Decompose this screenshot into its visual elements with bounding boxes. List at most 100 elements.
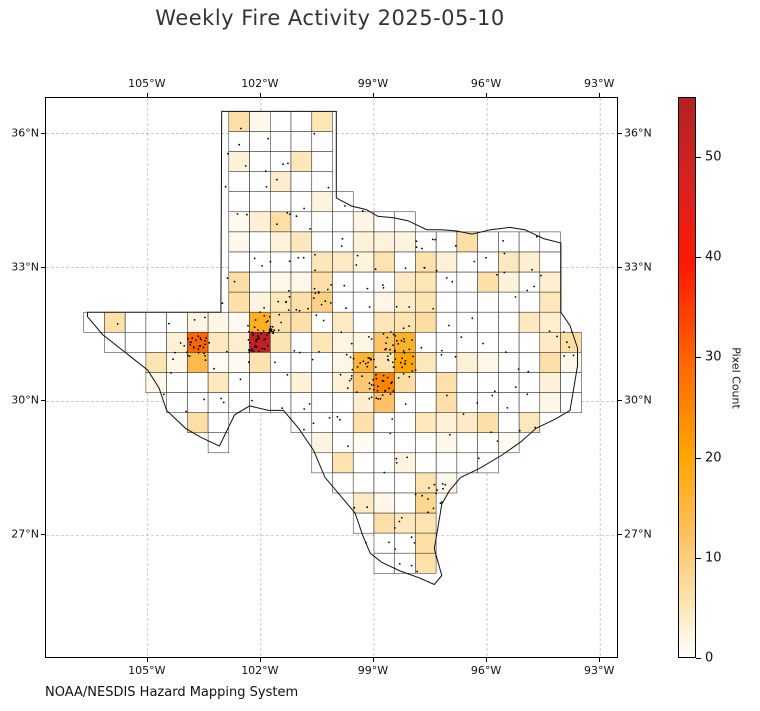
county[interactable] [270, 211, 292, 233]
county[interactable] [373, 412, 395, 433]
county[interactable] [270, 392, 292, 413]
county[interactable] [290, 111, 312, 132]
county[interactable] [352, 372, 375, 393]
county[interactable] [228, 291, 250, 313]
county[interactable] [539, 311, 561, 333]
county[interactable] [270, 191, 292, 213]
county[interactable] [394, 452, 416, 474]
county[interactable] [477, 372, 499, 393]
county[interactable] [435, 271, 458, 293]
county[interactable] [518, 392, 541, 413]
county[interactable] [415, 432, 437, 454]
county[interactable] [518, 352, 541, 373]
county[interactable] [518, 251, 541, 273]
county[interactable] [290, 271, 312, 293]
county[interactable] [207, 372, 230, 393]
county[interactable] [83, 311, 105, 333]
county[interactable] [435, 251, 458, 273]
county[interactable] [228, 311, 250, 333]
county[interactable] [249, 311, 271, 333]
county[interactable] [311, 392, 333, 413]
county[interactable] [435, 231, 458, 253]
county[interactable] [332, 432, 354, 454]
county[interactable] [332, 412, 354, 433]
county[interactable] [249, 151, 271, 172]
county[interactable] [332, 211, 354, 233]
county[interactable] [311, 352, 333, 373]
county[interactable] [518, 412, 541, 433]
county[interactable] [498, 332, 520, 353]
county[interactable] [456, 372, 478, 393]
county[interactable] [332, 311, 354, 333]
county[interactable] [311, 131, 333, 152]
county[interactable] [373, 452, 395, 474]
county[interactable] [415, 512, 437, 534]
county[interactable] [498, 412, 520, 433]
county[interactable] [187, 311, 209, 333]
county[interactable] [498, 311, 520, 333]
county[interactable] [145, 372, 167, 393]
county[interactable] [228, 131, 250, 152]
county[interactable] [456, 432, 478, 454]
county[interactable] [207, 412, 230, 433]
texas-county-map[interactable] [46, 98, 618, 658]
county[interactable] [352, 452, 375, 474]
county[interactable] [352, 332, 375, 353]
county[interactable] [477, 271, 499, 293]
county[interactable] [477, 392, 499, 413]
county[interactable] [456, 271, 478, 293]
county[interactable] [352, 472, 375, 494]
county[interactable] [415, 352, 437, 373]
county[interactable] [352, 412, 375, 433]
county[interactable] [352, 291, 375, 313]
county[interactable] [311, 111, 333, 132]
county[interactable] [311, 171, 333, 192]
county[interactable] [104, 311, 126, 333]
county[interactable] [435, 372, 458, 393]
county[interactable] [124, 311, 147, 333]
county[interactable] [228, 332, 250, 353]
county[interactable] [373, 492, 395, 514]
county[interactable] [290, 392, 312, 413]
county[interactable] [207, 392, 230, 413]
county[interactable] [518, 311, 541, 333]
county[interactable] [415, 552, 437, 574]
county[interactable] [352, 211, 375, 233]
county[interactable] [352, 251, 375, 273]
county[interactable] [290, 231, 312, 253]
county[interactable] [435, 452, 458, 474]
county[interactable] [498, 372, 520, 393]
county[interactable] [270, 352, 292, 373]
county[interactable] [270, 291, 292, 313]
county[interactable] [207, 311, 230, 333]
county[interactable] [373, 432, 395, 454]
county[interactable] [415, 311, 437, 333]
county[interactable] [249, 352, 271, 373]
county[interactable] [456, 332, 478, 353]
county[interactable] [352, 392, 375, 413]
county[interactable] [456, 352, 478, 373]
county[interactable] [518, 372, 541, 393]
county[interactable] [228, 231, 250, 253]
county[interactable] [415, 412, 437, 433]
county[interactable] [394, 432, 416, 454]
county[interactable] [166, 372, 188, 393]
county[interactable] [332, 291, 354, 313]
county[interactable] [249, 171, 271, 192]
county[interactable] [311, 432, 333, 454]
county[interactable] [352, 432, 375, 454]
county[interactable] [373, 352, 395, 373]
county[interactable] [498, 231, 520, 253]
county[interactable] [373, 311, 395, 333]
county[interactable] [373, 291, 395, 313]
county[interactable] [373, 251, 395, 273]
county[interactable] [435, 332, 458, 353]
county[interactable] [394, 352, 416, 373]
county[interactable] [415, 452, 437, 474]
county[interactable] [352, 492, 375, 514]
county[interactable] [290, 191, 312, 213]
county[interactable] [166, 392, 188, 413]
county[interactable] [352, 352, 375, 373]
county[interactable] [290, 372, 312, 393]
county[interactable] [145, 311, 167, 333]
